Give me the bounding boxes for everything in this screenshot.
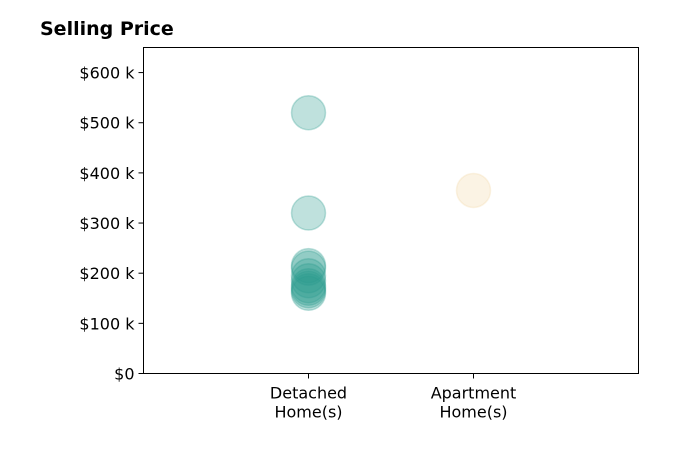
y-tick-label: $100 k <box>79 314 135 333</box>
data-point <box>290 250 327 286</box>
x-axis: Detached Home(s) Apartment Home(s) <box>270 373 517 422</box>
data-point <box>290 272 327 309</box>
y-tick-label: $600 k <box>79 64 135 83</box>
y-tick-label: $200 k <box>79 264 135 283</box>
y-tick-label: $400 k <box>79 164 135 183</box>
x-tick-label: Apartment Home(s) <box>431 384 517 422</box>
y-tick-label: $0 <box>114 365 134 384</box>
chart-title: Selling Price <box>40 18 174 40</box>
data-point <box>290 275 327 312</box>
data-points <box>290 94 492 312</box>
data-point <box>290 94 327 131</box>
x-tick-label: Detached Home(s) <box>270 384 347 422</box>
data-point <box>290 195 327 231</box>
data-point <box>290 257 327 294</box>
plot-frame <box>143 47 639 374</box>
y-tick-label: $300 k <box>79 214 135 233</box>
data-point <box>290 267 327 304</box>
data-point <box>290 270 327 306</box>
y-tick-label: $500 k <box>79 114 135 133</box>
y-axis: $0 $100 k $200 k $300 k $400 k $500 k $600 k <box>79 64 144 384</box>
data-point <box>290 262 327 299</box>
data-point <box>290 247 327 284</box>
data-point <box>455 172 492 209</box>
